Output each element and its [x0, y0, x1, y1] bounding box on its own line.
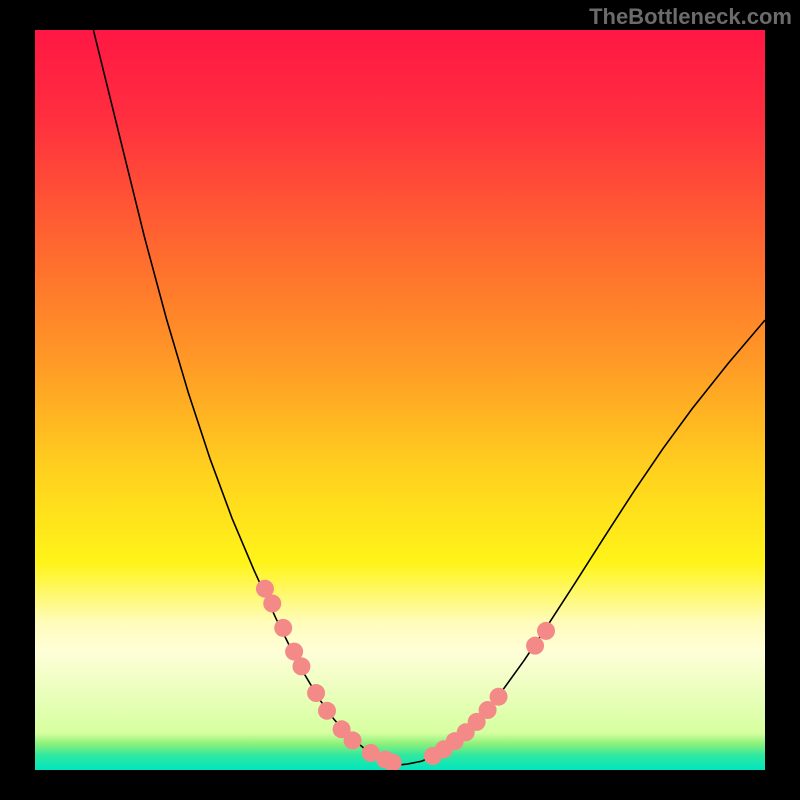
- marker-left: [263, 595, 281, 613]
- marker-right: [526, 637, 544, 655]
- gradient-background: [35, 30, 765, 770]
- marker-left: [274, 619, 292, 637]
- marker-left: [307, 684, 325, 702]
- marker-left: [292, 657, 310, 675]
- chart-container: { "watermark": "TheBottleneck.com", "can…: [0, 0, 800, 800]
- plot-area: [35, 30, 765, 770]
- watermark-text: TheBottleneck.com: [589, 4, 792, 30]
- chart-svg: [35, 30, 765, 770]
- marker-left: [318, 702, 336, 720]
- marker-right: [537, 622, 555, 640]
- marker-left: [344, 731, 362, 749]
- marker-right: [490, 688, 508, 706]
